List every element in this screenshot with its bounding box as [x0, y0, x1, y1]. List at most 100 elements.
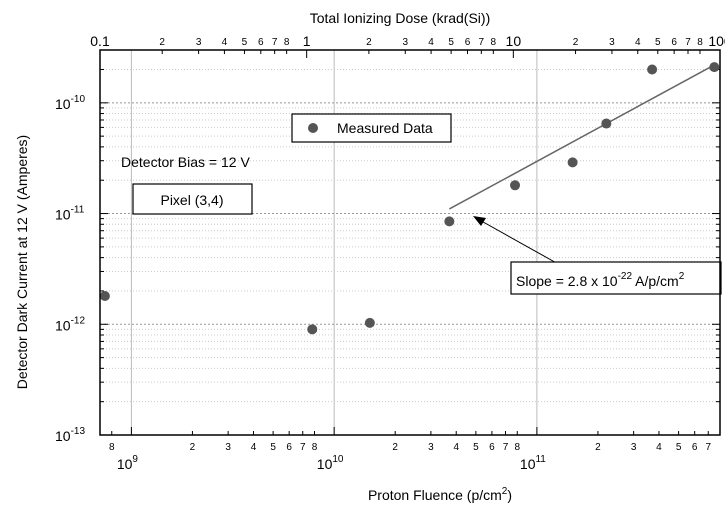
tick-mantissa: 10: [520, 456, 536, 472]
y-tick-label: 10-11: [55, 205, 85, 223]
top-axis-title: Total Ionizing Dose (krad(Si)): [310, 10, 491, 26]
x-tick-label-minor: 3: [225, 442, 231, 453]
x-tick-label-minor: 7: [705, 442, 711, 453]
slope-unit-sup: 2: [679, 271, 685, 282]
legend-label: Measured Data: [337, 120, 433, 136]
x2-tick-label-minor: 4: [635, 37, 641, 48]
x2-tick-label-minor: 8: [697, 37, 703, 48]
x2-tick-label-minor: 6: [258, 37, 264, 48]
tick-exponent: 9: [132, 454, 138, 465]
bottom-axis-title-sup: 2: [502, 486, 508, 497]
x2-tick-label-minor: 4: [428, 37, 434, 48]
data-point: [364, 317, 375, 328]
x2-tick-label-minor: 6: [465, 37, 471, 48]
x-tick-label-major: 109: [117, 454, 139, 472]
tick-mantissa: 10: [317, 456, 333, 472]
tick-exponent: 11: [535, 454, 546, 465]
fit-line-layer: [448, 64, 715, 210]
x-tick-label-minor: 3: [631, 442, 637, 453]
x-tick-label-minor: 2: [595, 442, 601, 453]
x-tick-label-minor: 8: [109, 442, 115, 453]
tick-mantissa: 10: [55, 428, 71, 444]
x-tick-label-minor: 2: [392, 442, 398, 453]
tick-mantissa: 10: [55, 96, 71, 112]
bottom-axis-title-text: Proton Fluence (p/cm: [368, 487, 502, 503]
x2-tick-label-minor: 5: [448, 37, 454, 48]
data-point: [444, 216, 455, 227]
x2-tick-label-major: 0.1: [90, 33, 110, 49]
x-tick-label-minor: 2: [190, 442, 196, 453]
data-point: [647, 64, 658, 75]
x2-tick-label-minor: 2: [366, 37, 372, 48]
x-tick-label-major: 1011: [520, 454, 546, 472]
tick-mantissa: 10: [117, 456, 133, 472]
y-tick-label: 10-12: [55, 315, 85, 333]
tick-exponent: -12: [71, 315, 86, 326]
x2-tick-label-minor: 3: [196, 37, 202, 48]
x-tick-label-minor: 3: [428, 442, 434, 453]
data-point: [601, 118, 612, 129]
x2-tick-label-minor: 3: [402, 37, 408, 48]
data-point: [307, 324, 318, 335]
x-tick-label-minor: 4: [453, 442, 459, 453]
pixel-label-box: [132, 183, 253, 215]
tick-mantissa: 10: [55, 317, 71, 333]
x-tick-label-minor: 7: [300, 442, 306, 453]
x2-tick-label-minor: 7: [685, 37, 691, 48]
x2-tick-label-minor: 2: [159, 37, 165, 48]
x2-tick-label-minor: 3: [609, 37, 615, 48]
slope-exponent: -22: [618, 271, 633, 282]
x-tick-label-minor: 8: [514, 442, 520, 453]
x-tick-label-minor: 6: [692, 442, 698, 453]
x-tick-label-minor: 4: [251, 442, 257, 453]
x-tick-label-minor: 6: [489, 442, 495, 453]
data-point: [99, 291, 110, 302]
data-points: [99, 62, 720, 335]
data-point: [567, 157, 578, 168]
x-tick-label-minor: 5: [473, 442, 479, 453]
data-point: [510, 180, 521, 191]
data-point: [709, 62, 720, 73]
y-tick-label: 10-10: [55, 94, 85, 112]
tick-exponent: 10: [332, 454, 344, 465]
x2-tick-label-minor: 4: [222, 37, 228, 48]
fit-line: [448, 64, 715, 210]
x2-tick-label-major: 100: [708, 33, 725, 49]
pixel-label: Pixel (3,4): [160, 192, 223, 208]
x2-tick-label-major: 1: [303, 33, 311, 49]
bottom-axis-title: Proton Fluence (p/cm2): [368, 486, 512, 503]
slope-label-box: [510, 261, 722, 295]
x-tick-label-minor: 7: [503, 442, 509, 453]
x-tick-label-minor: 5: [676, 442, 682, 453]
bottom-axis-title-tail: ): [507, 487, 512, 503]
x2-tick-label-minor: 2: [573, 37, 579, 48]
legend-marker: [308, 123, 318, 133]
legend-box: [291, 113, 452, 143]
x-tick-label-minor: 4: [656, 442, 662, 453]
slope-arrowhead: [473, 216, 486, 226]
x2-tick-label-minor: 6: [671, 37, 677, 48]
x2-tick-label-major: 10: [506, 33, 522, 49]
x2-tick-label-minor: 7: [272, 37, 278, 48]
left-axis-title: Detector Dark Current at 12 V (Amperes): [14, 135, 30, 389]
x-tick-label-minor: 6: [286, 442, 292, 453]
plot-frame: [99, 49, 721, 436]
x-tick-label-minor: 8: [312, 442, 318, 453]
x2-tick-label-minor: 5: [242, 37, 248, 48]
bias-label: Detector Bias = 12 V: [121, 154, 250, 170]
x2-tick-label-minor: 8: [284, 37, 290, 48]
grid-lines: [100, 49, 720, 436]
tick-exponent: -13: [71, 426, 86, 437]
slope-arrow: [475, 217, 561, 266]
tick-mantissa: 10: [55, 207, 71, 223]
slope-unit: A/p/cm: [632, 273, 679, 289]
x2-tick-label-minor: 5: [655, 37, 661, 48]
x2-tick-label-minor: 7: [479, 37, 485, 48]
tick-exponent: -10: [71, 94, 86, 105]
slope-label: Slope = 2.8 x 10-22 A/p/cm2: [516, 271, 685, 289]
slope-prefix: Slope = 2.8 x 10: [516, 273, 618, 289]
x-tick-label-major: 1010: [317, 454, 344, 472]
